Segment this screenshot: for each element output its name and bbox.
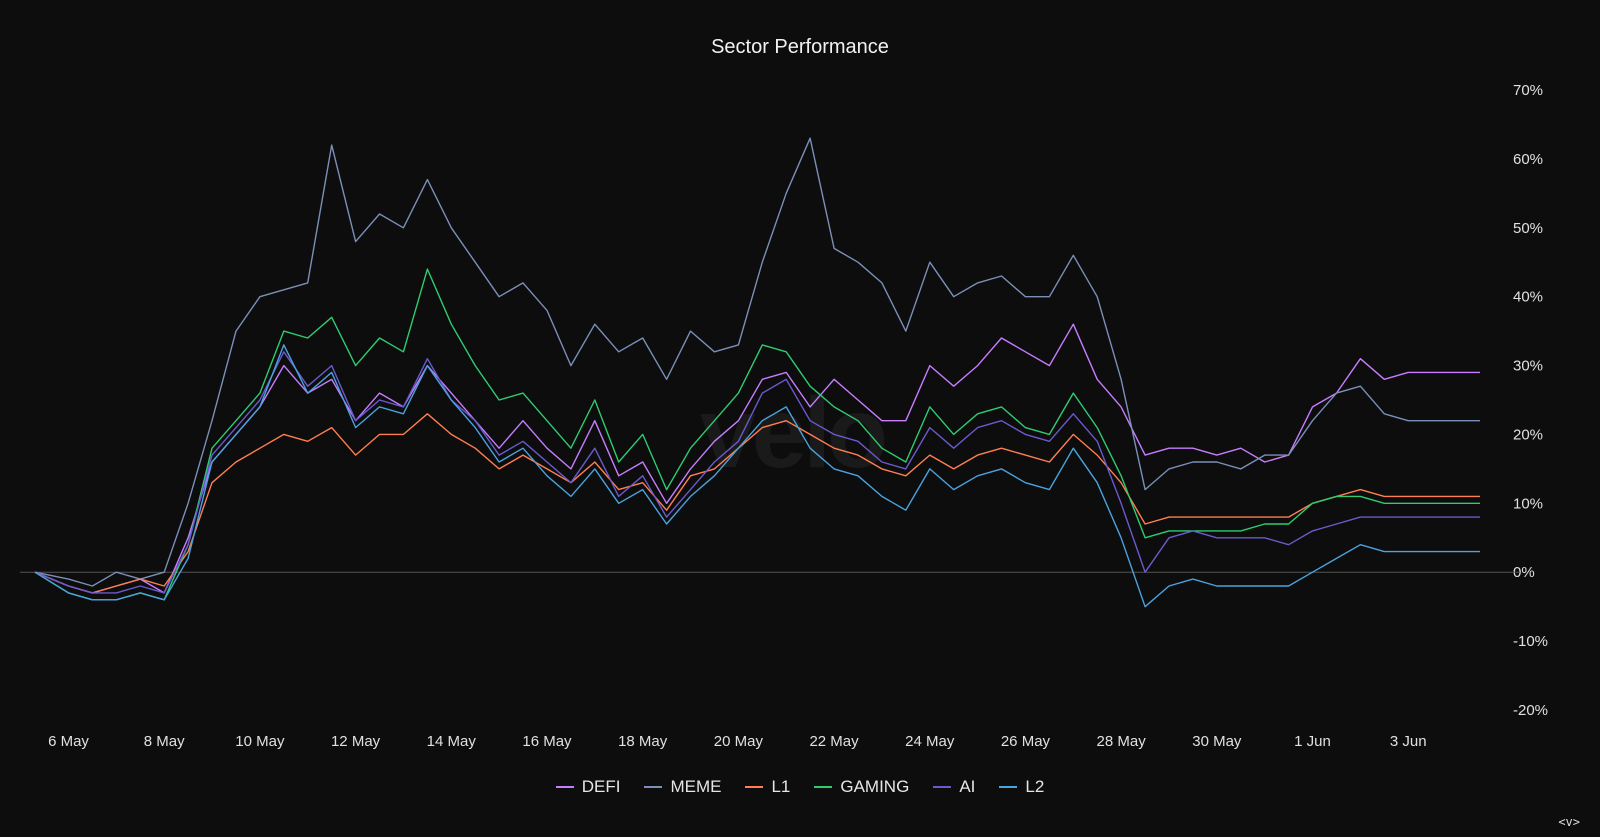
series-line-gaming <box>34 268 1480 601</box>
legend-item-defi[interactable]: DEFI <box>555 777 621 797</box>
legend: DEFI MEME L1 GAMING AI L2 <box>0 777 1600 797</box>
velo-watermark: velo <box>700 377 888 489</box>
y-tick-label: 0% <box>1513 564 1535 581</box>
legend-swatch <box>745 786 764 788</box>
legend-label: GAMING <box>840 777 910 796</box>
x-axis-ticks: 6 May 8 May 10 May 12 May 14 May 16 May 18 May… <box>48 733 1427 750</box>
legend-item-l1[interactable]: L1 <box>745 777 790 797</box>
x-tick-label: 14 May <box>427 733 477 750</box>
expand-toggle-icon[interactable]: <v> <box>1558 815 1580 829</box>
legend-swatch <box>933 786 952 788</box>
series-line-ai <box>34 351 1480 594</box>
legend-label: L2 <box>1025 777 1045 796</box>
legend-swatch <box>814 786 833 788</box>
x-tick-label: 26 May <box>1001 733 1051 750</box>
series-line-l2 <box>34 344 1480 608</box>
y-tick-label: 30% <box>1513 358 1543 375</box>
legend-swatch <box>999 786 1018 788</box>
legend-label: AI <box>959 777 976 796</box>
series-line-defi <box>34 323 1480 594</box>
legend-item-ai[interactable]: AI <box>933 777 975 797</box>
x-tick-label: 16 May <box>522 733 572 750</box>
y-tick-label: 40% <box>1513 289 1543 306</box>
legend-item-l2[interactable]: L2 <box>999 777 1044 797</box>
legend-swatch <box>644 786 663 788</box>
y-tick-label: -20% <box>1513 702 1548 719</box>
y-tick-label: -10% <box>1513 633 1548 650</box>
x-tick-label: 1 Jun <box>1294 733 1331 750</box>
series-line-l1 <box>34 413 1480 594</box>
series-line-meme <box>34 137 1480 587</box>
x-tick-label: 3 Jun <box>1390 733 1427 750</box>
legend-item-gaming[interactable]: GAMING <box>814 777 909 797</box>
y-tick-label: 10% <box>1513 495 1543 512</box>
x-tick-label: 6 May <box>48 733 89 750</box>
x-tick-label: 22 May <box>809 733 859 750</box>
x-tick-label: 12 May <box>331 733 381 750</box>
y-tick-label: 20% <box>1513 426 1543 443</box>
y-axis-ticks: 70% 60% 50% 40% 30% 20% 10% 0% -10% -20% <box>1513 82 1548 719</box>
y-tick-label: 50% <box>1513 220 1543 237</box>
x-tick-label: 18 May <box>618 733 668 750</box>
chart-title: Sector Performance <box>711 36 889 58</box>
legend-swatch <box>555 786 574 788</box>
x-tick-label: 30 May <box>1192 733 1242 750</box>
legend-label: L1 <box>771 777 791 796</box>
series-layer <box>34 137 1480 608</box>
x-tick-label: 20 May <box>714 733 764 750</box>
legend-label: DEFI <box>581 777 621 796</box>
x-tick-label: 28 May <box>1097 733 1147 750</box>
x-tick-label: 24 May <box>905 733 955 750</box>
legend-item-meme[interactable]: MEME <box>644 777 721 797</box>
legend-label: MEME <box>670 777 722 796</box>
x-tick-label: 8 May <box>144 733 185 750</box>
x-tick-label: 10 May <box>235 733 285 750</box>
y-tick-label: 60% <box>1513 151 1543 168</box>
y-tick-label: 70% <box>1513 82 1543 99</box>
